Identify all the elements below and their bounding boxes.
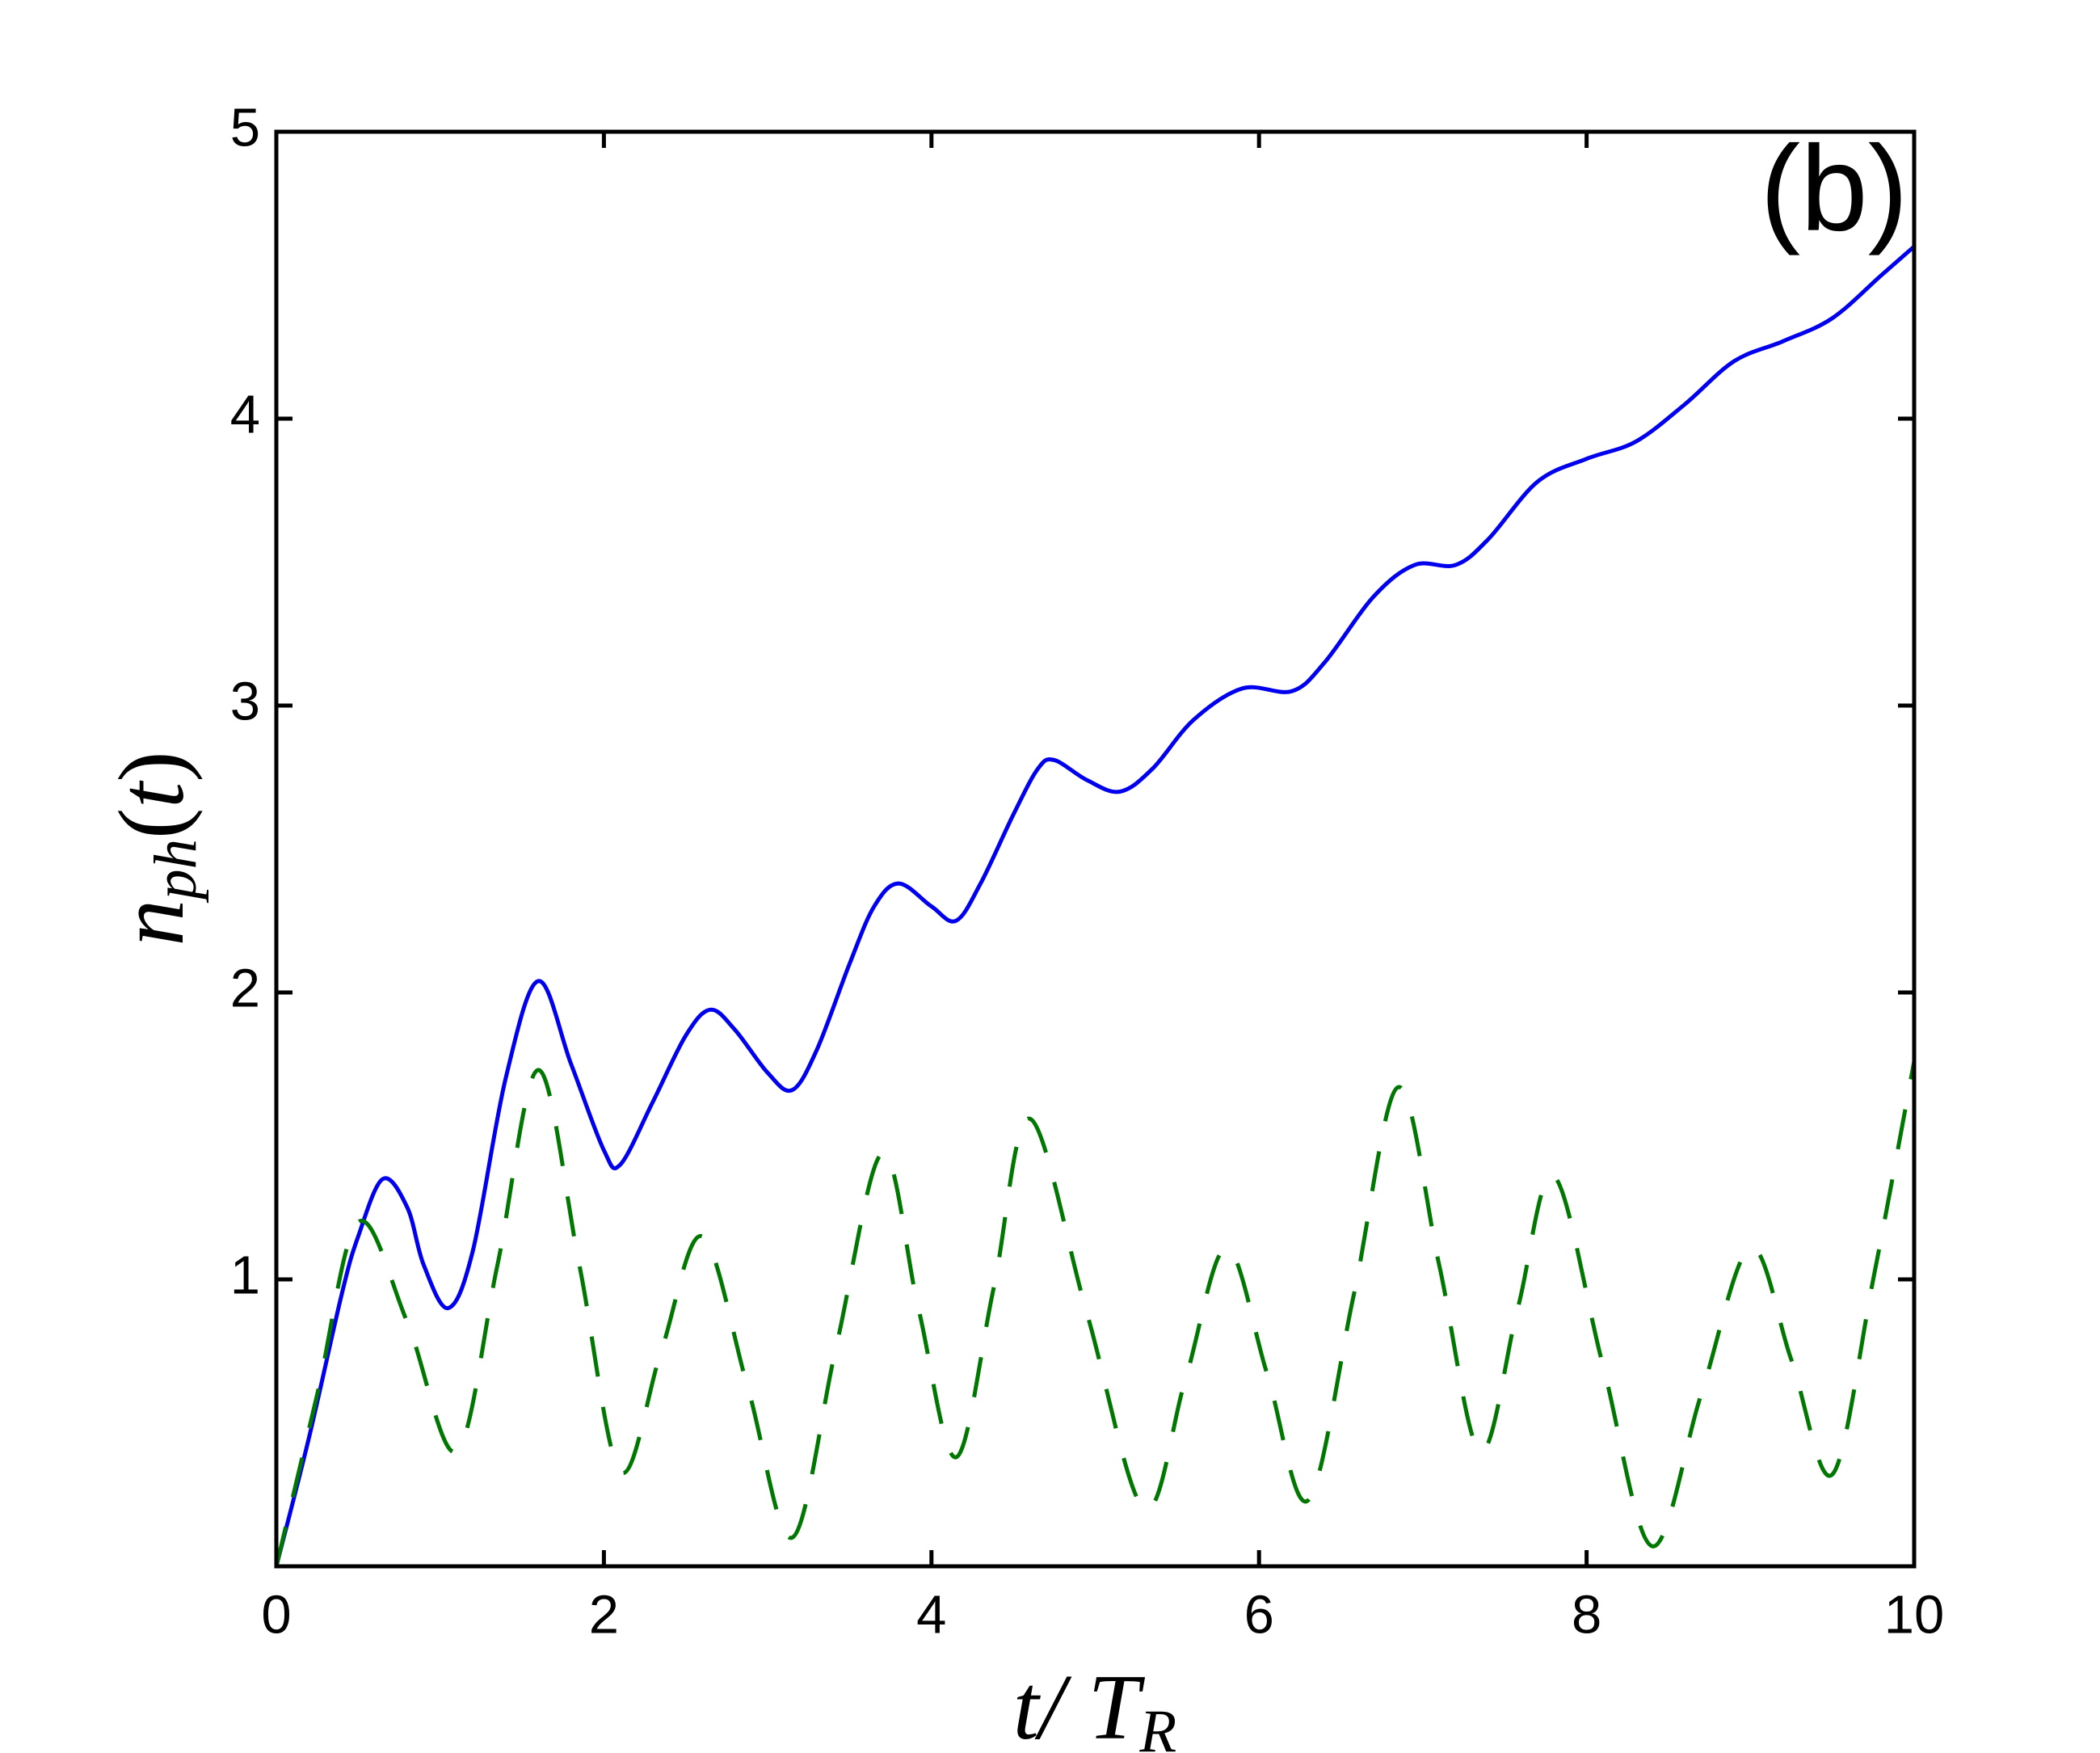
y-tick-label: 1 [230, 1245, 260, 1306]
y-tick-label: 5 [230, 98, 260, 158]
line-series [274, 1060, 1917, 1567]
y-axis-label: nph(t) [100, 751, 209, 946]
x-tick-label: 8 [1572, 1585, 1601, 1646]
y-label-part: ph [142, 839, 209, 904]
y-label-part: n [100, 900, 203, 946]
line-series [274, 245, 1916, 1567]
plot-frame [274, 129, 1917, 1569]
y-label-part: ( [100, 808, 203, 839]
y-label-part: t [100, 780, 203, 808]
panel-label: (b) [1760, 120, 1908, 256]
x-tick-label: 10 [1884, 1585, 1945, 1646]
x-label-part: t [1013, 1656, 1042, 1753]
y-tick-label: 2 [230, 959, 260, 1019]
y-tick-label: 4 [230, 385, 260, 445]
x-tick-label: 2 [589, 1585, 619, 1646]
y-tick-label: 3 [230, 672, 260, 732]
x-tick-label: 0 [261, 1585, 291, 1646]
y-label-part: ) [100, 751, 203, 782]
x-label-part: T [1088, 1656, 1145, 1753]
x-tick-label: 4 [916, 1585, 946, 1646]
x-label-part: R [1138, 1698, 1176, 1753]
x-axis-label: t/ TR [1013, 1656, 1176, 1753]
x-label-part: / [1034, 1656, 1088, 1753]
x-tick-label: 6 [1244, 1585, 1274, 1646]
